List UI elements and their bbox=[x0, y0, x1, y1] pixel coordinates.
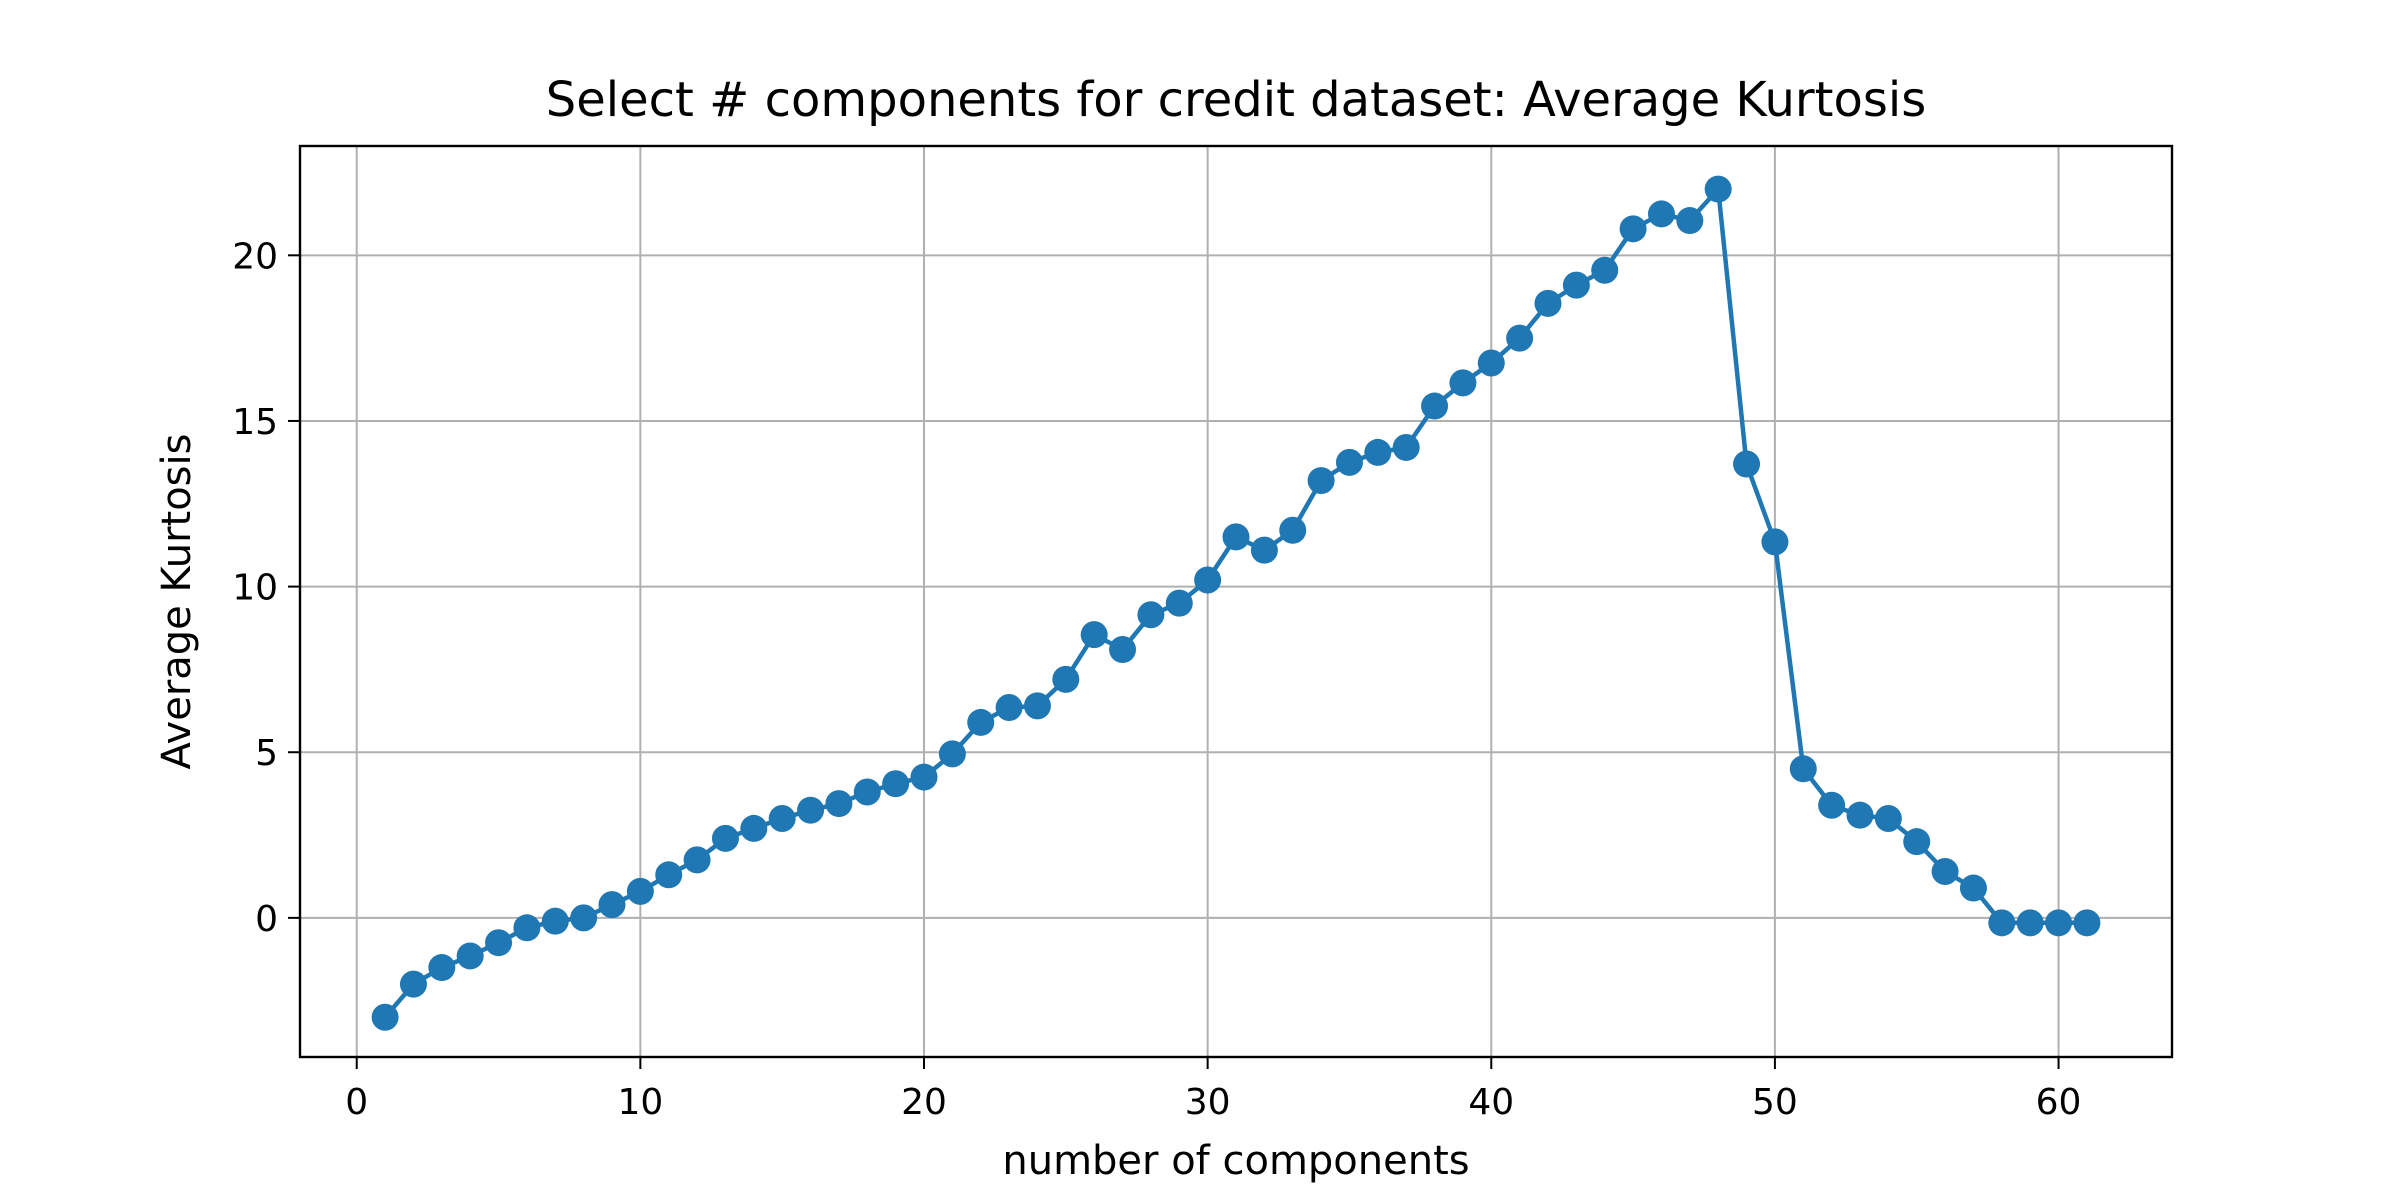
data-point bbox=[1222, 523, 1250, 551]
x-tick-label: 40 bbox=[1468, 1082, 1514, 1123]
data-point bbox=[1591, 256, 1619, 284]
data-point bbox=[570, 904, 598, 932]
data-point bbox=[1023, 692, 1051, 720]
data-point bbox=[1109, 636, 1137, 664]
axes-frame bbox=[298, 144, 2174, 1059]
data-point bbox=[2045, 909, 2073, 937]
data-point bbox=[541, 907, 569, 935]
data-point bbox=[626, 877, 654, 905]
data-point bbox=[655, 861, 683, 889]
data-point bbox=[1449, 369, 1477, 397]
data-point bbox=[428, 954, 456, 982]
data-point bbox=[1988, 909, 2016, 937]
data-point bbox=[1676, 207, 1704, 235]
data-point bbox=[1477, 349, 1505, 377]
y-tick-label: 0 bbox=[255, 899, 278, 940]
data-point bbox=[485, 929, 513, 957]
data-point bbox=[1307, 467, 1335, 495]
data-point bbox=[1562, 271, 1590, 299]
y-tick-label: 5 bbox=[255, 733, 278, 774]
y-tick-label: 20 bbox=[232, 236, 278, 277]
data-point bbox=[853, 778, 881, 806]
ticks: 0 10 20 30 40 50 60 0 5 10 15 20 bbox=[232, 236, 2081, 1123]
plot-area bbox=[371, 175, 2101, 1031]
data-point bbox=[1364, 438, 1392, 466]
data-point bbox=[1279, 516, 1307, 544]
data-point bbox=[1733, 450, 1761, 478]
data-point bbox=[1761, 528, 1789, 556]
data-point bbox=[1931, 857, 1959, 885]
data-point bbox=[1392, 433, 1420, 461]
data-point bbox=[1421, 392, 1449, 420]
data-point bbox=[740, 814, 768, 842]
x-tick-label: 60 bbox=[2036, 1082, 2082, 1123]
data-point bbox=[711, 824, 739, 852]
data-point bbox=[1250, 536, 1278, 564]
data-point bbox=[1903, 828, 1931, 856]
data-point bbox=[513, 914, 541, 942]
data-point bbox=[1874, 804, 1902, 832]
data-point bbox=[456, 942, 484, 970]
grid bbox=[300, 146, 2172, 1057]
y-tick-label: 15 bbox=[232, 402, 278, 443]
data-point bbox=[797, 796, 825, 824]
data-point bbox=[1052, 665, 1080, 693]
data-point bbox=[995, 694, 1023, 722]
data-point bbox=[825, 790, 853, 818]
data-point bbox=[598, 891, 626, 919]
data-point bbox=[1165, 589, 1193, 617]
y-axis-label: Average Kurtosis bbox=[154, 434, 200, 770]
x-tick-label: 10 bbox=[617, 1082, 663, 1123]
data-point bbox=[399, 970, 427, 998]
data-point bbox=[683, 846, 711, 874]
data-point bbox=[2016, 909, 2044, 937]
data-point bbox=[1789, 755, 1817, 783]
data-point bbox=[910, 763, 938, 791]
data-point bbox=[1959, 874, 1987, 902]
data-point bbox=[1335, 448, 1363, 476]
data-point bbox=[1647, 200, 1675, 228]
data-point bbox=[2073, 909, 2101, 937]
data-point bbox=[938, 740, 966, 768]
data-point bbox=[1704, 175, 1732, 203]
data-point bbox=[1080, 621, 1108, 649]
data-point bbox=[371, 1003, 399, 1031]
x-tick-label: 50 bbox=[1752, 1082, 1798, 1123]
data-point bbox=[1619, 215, 1647, 243]
data-point bbox=[1846, 801, 1874, 829]
x-axis-label: number of components bbox=[1002, 1138, 1469, 1184]
x-tick-label: 0 bbox=[345, 1082, 368, 1123]
data-point bbox=[768, 804, 796, 832]
x-tick-label: 20 bbox=[901, 1082, 947, 1123]
chart-title: Select # components for credit dataset: … bbox=[546, 72, 1926, 128]
data-point bbox=[1818, 791, 1846, 819]
data-point bbox=[1194, 566, 1222, 594]
data-point bbox=[1506, 324, 1534, 352]
y-tick-label: 10 bbox=[232, 568, 278, 609]
data-point bbox=[1137, 601, 1165, 629]
data-point bbox=[882, 770, 910, 798]
data-point bbox=[1534, 289, 1562, 317]
x-tick-label: 30 bbox=[1185, 1082, 1231, 1123]
data-point bbox=[967, 708, 995, 736]
